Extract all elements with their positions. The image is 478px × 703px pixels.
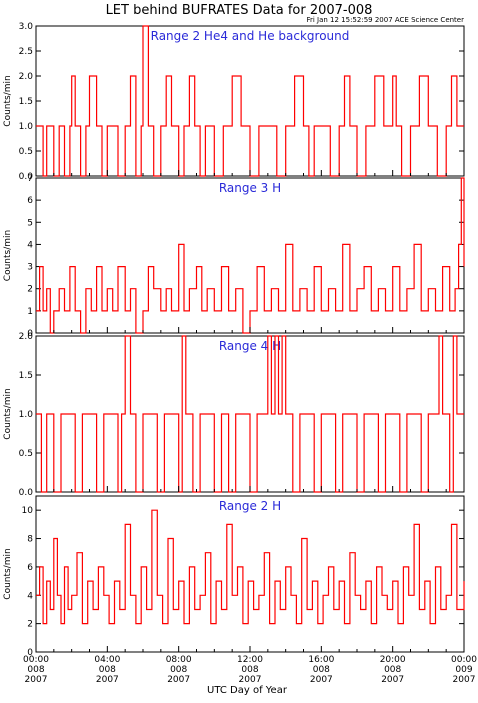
x-tick-label: 2007 <box>310 675 333 685</box>
plot-frame <box>35 495 465 653</box>
x-tick-label: 008 <box>27 665 44 675</box>
y-tick-label: 0 <box>27 329 33 339</box>
y-tick-label: 2.0 <box>19 332 34 342</box>
panel-4: 0 2 4 6 8 10 Counts/min Range 2 H <box>3 495 465 658</box>
panel-1: 0.0 0.5 1.0 1.5 2.0 2.5 3.0 Counts/min Range 2 H… <box>3 22 465 182</box>
y-tick-label: 8 <box>27 535 33 545</box>
x-tick-label: 008 <box>170 665 187 675</box>
x-tick-label: 008 <box>99 665 116 675</box>
x-tick-label: 12:00 <box>237 655 263 665</box>
x-tick-label: 2007 <box>239 675 262 685</box>
y-axis-title: Counts/min <box>3 230 13 281</box>
y-tick-label: 0.0 <box>19 488 34 498</box>
x-tick-label: 008 <box>241 665 258 675</box>
x-tick-label: 008 <box>384 665 401 675</box>
y-tick-label: 4 <box>27 240 33 250</box>
x-tick-label: 2007 <box>25 675 48 685</box>
y-tick-label: 1.0 <box>19 410 34 420</box>
panel-title: Range 2 H <box>219 499 281 513</box>
y-tick-label: 1 <box>27 307 33 317</box>
series-line <box>36 25 464 177</box>
x-tick-label: 2007 <box>167 675 190 685</box>
y-tick-label: 2.5 <box>19 47 33 57</box>
timestamp-label: Fri Jan 12 15:52:59 2007 ACE Science Cen… <box>306 16 464 24</box>
x-tick-label: 04:00 <box>94 655 120 665</box>
x-axis-ticks: 00:00008200704:00008200708:00008200712:0… <box>23 655 477 685</box>
y-tick-label: 3 <box>27 263 33 273</box>
y-axis-title: Counts/min <box>3 388 13 439</box>
y-tick-label: 3.0 <box>19 22 34 32</box>
figure-title: LET behind BUFRATES Data for 2007-008 <box>106 3 373 18</box>
y-tick-label: 10 <box>22 506 34 516</box>
x-tick-label: 16:00 <box>308 655 334 665</box>
y-tick-label: 0.0 <box>19 172 34 182</box>
y-tick-label: 4 <box>27 591 33 601</box>
panels-group: 0.0 0.5 1.0 1.5 2.0 2.5 3.0 Counts/min Range 2 H… <box>3 22 465 658</box>
y-tick-label: 2 <box>27 285 33 295</box>
y-tick-label: 2 <box>27 620 33 630</box>
x-tick-label: 2007 <box>453 675 476 685</box>
x-tick-label: 008 <box>313 665 330 675</box>
y-tick-label: 2.0 <box>19 72 34 82</box>
y-tick-label: 1.5 <box>19 97 33 107</box>
y-tick-label: 5 <box>27 218 33 228</box>
x-tick-label: 08:00 <box>166 655 192 665</box>
x-axis-title: UTC Day of Year <box>207 685 288 696</box>
y-tick-label: 6 <box>27 196 33 206</box>
x-tick-label: 2007 <box>96 675 119 685</box>
panel-3: 0.0 0.5 1.0 1.5 2.0 Counts/min Range 4 H <box>3 332 465 498</box>
y-axis-title: Counts/min <box>3 548 13 599</box>
series-line <box>36 177 465 334</box>
panel-title: Range 4 H <box>219 339 281 353</box>
x-tick-label: 20:00 <box>380 655 406 665</box>
y-tick-label: 6 <box>27 563 33 573</box>
y-tick-label: 0.5 <box>19 449 33 459</box>
x-tick-label: 2007 <box>381 675 404 685</box>
y-tick-label: 0 <box>27 648 33 658</box>
x-tick-label: 00:00 <box>451 655 477 665</box>
series-line <box>36 335 464 493</box>
y-tick-label: 0.5 <box>19 147 33 157</box>
series-line <box>36 509 465 625</box>
y-axis-title: Counts/min <box>3 75 13 126</box>
panel-title: Range 2 He4 and He background <box>151 29 350 43</box>
y-tick-label: 1.5 <box>19 371 33 381</box>
panel-2: 0 1 2 3 4 5 6 7 Counts/min Range 3 H <box>3 174 465 339</box>
x-tick-label: 009 <box>455 665 472 675</box>
panel-title: Range 3 H <box>219 181 281 195</box>
y-tick-label: 1.0 <box>19 122 34 132</box>
y-tick-label: 7 <box>27 174 33 184</box>
x-tick-label: 00:00 <box>23 655 49 665</box>
